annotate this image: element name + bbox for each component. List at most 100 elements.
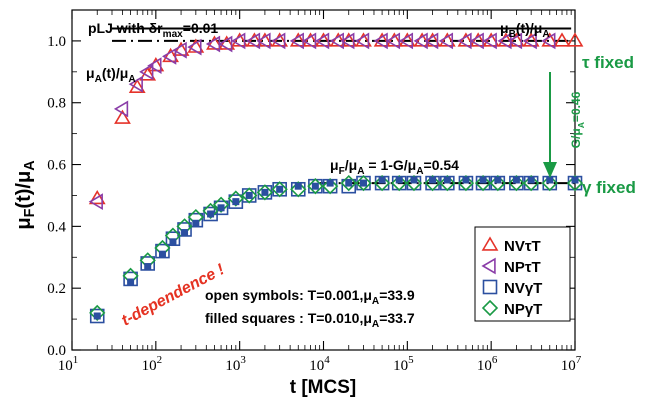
data-point	[314, 32, 330, 50]
data-point	[169, 238, 177, 246]
data-point	[457, 174, 475, 192]
y-axis: 0.0 0.2 0.4 0.6 0.8 1.0	[47, 34, 575, 359]
y-tick-label: 0.0	[47, 343, 66, 359]
data-point	[311, 182, 319, 190]
legend-label: NVγT	[504, 280, 542, 297]
data-point	[172, 41, 187, 59]
y-tick-label: 0.8	[47, 96, 66, 112]
data-point	[340, 174, 357, 192]
data-point	[340, 32, 355, 50]
legend-label: NPτT	[504, 259, 541, 276]
data-point	[128, 75, 143, 93]
data-point	[88, 189, 106, 205]
data-point	[88, 193, 103, 211]
data-point	[218, 35, 233, 53]
data-point	[345, 179, 353, 187]
data-point	[192, 219, 200, 227]
data-point	[541, 174, 558, 192]
data-point	[508, 174, 525, 192]
data-point	[276, 185, 284, 193]
x-axis: 101 102 103 104 105 106 107	[58, 10, 582, 374]
data-point	[181, 229, 189, 237]
data-point	[405, 174, 423, 192]
legend-label: NVτT	[504, 238, 541, 255]
data-point	[207, 210, 215, 218]
x-axis-label: t [MCS]	[290, 377, 356, 398]
data-point	[398, 32, 414, 50]
data-point	[217, 204, 225, 212]
x-tick-label: 101	[58, 354, 79, 374]
mu-a-label: μA​(t)/μA​	[86, 65, 136, 85]
data-point	[294, 182, 302, 190]
data-point	[322, 178, 339, 195]
data-point	[326, 179, 334, 187]
data-point	[261, 188, 269, 196]
data-point	[114, 109, 131, 124]
data-point	[241, 187, 258, 204]
data-point	[523, 174, 540, 192]
data-point	[571, 176, 579, 184]
data-point	[494, 176, 502, 184]
y-tick-label: 0.2	[47, 281, 66, 297]
legend-marker	[481, 299, 499, 317]
data-point	[144, 263, 152, 271]
series-layer	[88, 32, 584, 324]
x-tick-label: 107	[561, 354, 582, 374]
data-point	[89, 308, 105, 324]
data-point	[113, 100, 129, 118]
data-point	[391, 174, 408, 192]
y-tick-label: 0.4	[47, 219, 66, 235]
data-point	[158, 250, 166, 258]
legend-marker	[482, 279, 498, 295]
data-point	[245, 191, 253, 199]
x-tick-label: 102	[142, 354, 163, 374]
x-tick-label: 103	[225, 354, 246, 374]
series-triangle-left-open	[88, 32, 556, 211]
data-point	[462, 176, 470, 184]
data-point	[482, 32, 497, 50]
data-point	[410, 176, 418, 184]
data-point	[489, 174, 506, 192]
data-point	[479, 176, 487, 184]
reference-lines	[111, 27, 579, 185]
data-point	[355, 174, 372, 192]
data-point	[546, 176, 554, 184]
data-point	[439, 174, 456, 192]
data-point	[438, 32, 454, 50]
data-point	[127, 278, 135, 286]
data-point	[359, 179, 367, 187]
data-point	[232, 198, 240, 206]
legend-marker	[481, 236, 499, 251]
data-point	[202, 202, 219, 220]
data-point	[256, 184, 274, 201]
gap-arrow-label: G/μA​=0.46	[569, 91, 586, 148]
y-tick-label: 1.0	[47, 34, 66, 50]
data-point	[395, 176, 403, 184]
data-point	[541, 32, 556, 50]
y-tick-label: 0.6	[47, 158, 66, 174]
data-point	[307, 178, 324, 195]
data-point	[89, 304, 106, 322]
data-point	[553, 32, 571, 47]
data-point	[354, 32, 370, 50]
filled-squares-note: filled squares : T=0.010,μA​=33.7	[205, 310, 415, 330]
gap-arrow	[543, 72, 557, 178]
data-point	[474, 174, 492, 192]
x-tick-label: 106	[477, 354, 498, 374]
data-point	[231, 32, 246, 50]
data-point	[139, 63, 154, 81]
data-point	[566, 32, 584, 47]
series-square-filled	[93, 176, 579, 320]
data-point	[443, 176, 451, 184]
legend: NVτT NPτT NVγT NPγT	[474, 226, 571, 322]
data-point	[566, 174, 584, 192]
data-point	[162, 47, 177, 65]
data-point	[256, 32, 271, 50]
data-point	[271, 181, 288, 198]
series-triangle-up-open	[88, 32, 584, 205]
data-point	[507, 32, 523, 50]
data-point	[527, 176, 535, 184]
tau-fixed-label: τ fixed	[582, 53, 634, 72]
x-tick-label: 104	[309, 354, 330, 374]
